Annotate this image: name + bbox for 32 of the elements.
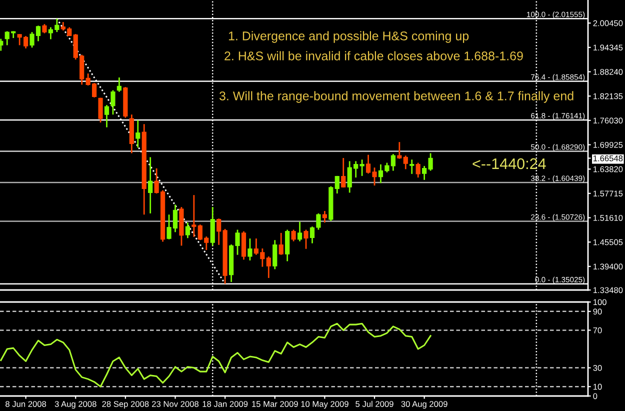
x-tick-label: 3 Aug 2008 bbox=[54, 401, 96, 409]
y-tick-label: 1.45505 bbox=[593, 239, 623, 246]
y-tick-label: 1.82135 bbox=[593, 93, 623, 100]
y-tick-label: 1.94345 bbox=[593, 44, 623, 51]
x-tick-label: 15 Mar 2009 bbox=[252, 401, 298, 407]
y-tick-label: 2.00450 bbox=[593, 20, 623, 26]
y-tick-label: 10 bbox=[593, 384, 602, 390]
x-tick-label: 28 Sep 2008 bbox=[102, 401, 149, 409]
y-tick-label: 70 bbox=[593, 327, 602, 334]
x-tick-label: 18 Jan 2009 bbox=[202, 401, 248, 407]
y-tick-label: 1.88240 bbox=[593, 68, 623, 75]
x-tick-label: 30 Aug 2009 bbox=[401, 401, 448, 409]
annotation: <--1440:24 bbox=[472, 158, 546, 170]
y-tick-label: 1.51610 bbox=[593, 214, 623, 221]
annotation: 1. Divergence and possible H&S coming up bbox=[228, 31, 469, 43]
y-tick-label: 0 bbox=[593, 393, 598, 400]
y-tick-label: 1.66548 bbox=[593, 155, 623, 162]
y-tick-label: 1.76030 bbox=[593, 118, 623, 124]
y-tick-label: 1.39400 bbox=[593, 264, 623, 270]
annotation: 2. H&S will be invalid if cable closes above 1.688-1.69 bbox=[224, 51, 523, 60]
y-tick-label: 1.63820 bbox=[593, 166, 623, 172]
y-tick-label: 1.69925 bbox=[593, 142, 623, 148]
y-tick-label: 30 bbox=[593, 365, 602, 371]
x-tick-label: 8 Jun 2008 bbox=[6, 401, 46, 407]
x-tick-label: 10 May 2009 bbox=[301, 401, 348, 409]
x-tick-label: 23 Nov 2008 bbox=[152, 401, 199, 407]
y-tick-label: 1.33480 bbox=[593, 287, 623, 294]
y-tick-label: 100 bbox=[593, 299, 606, 306]
annotation: 3. Will the range-bound movement between 1.6 & 1.7 finally end bbox=[219, 91, 574, 103]
y-tick-label: 1.57715 bbox=[593, 190, 623, 197]
y-tick-label: 90 bbox=[593, 308, 602, 314]
x-tick-label: 5 Jul 2009 bbox=[356, 400, 394, 407]
